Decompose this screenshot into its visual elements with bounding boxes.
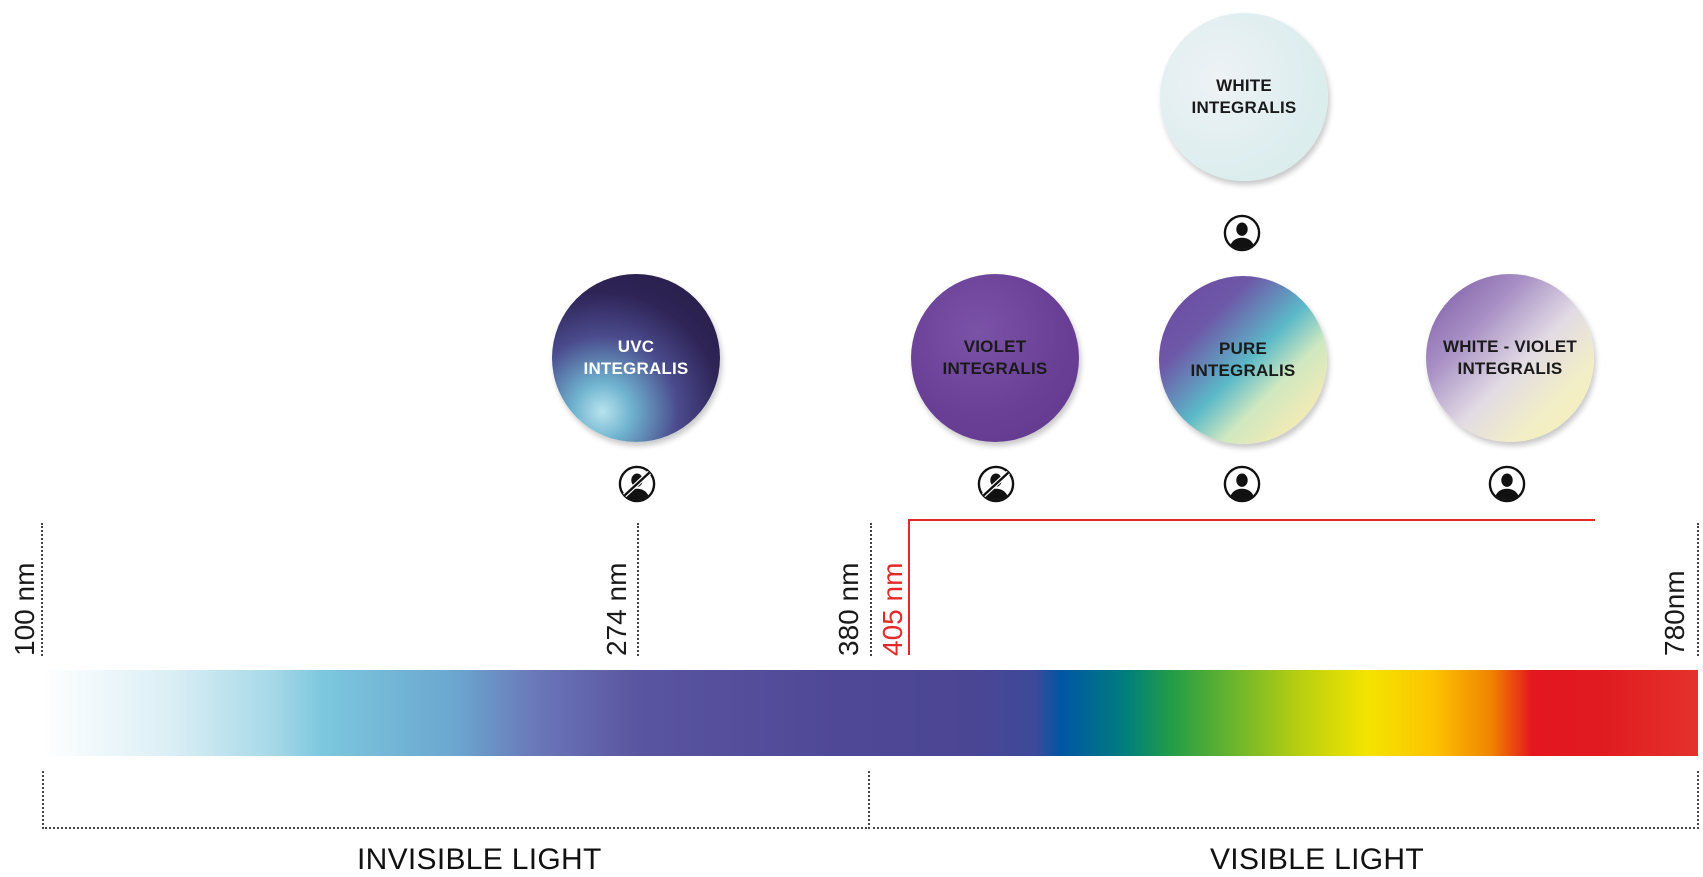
wavelength-405-label: 405 nm [877,562,908,656]
violet-integralis-lamp: VIOLET INTEGRALIS [911,274,1079,442]
uvc-integralis-label: UVC INTEGRALIS [583,337,689,378]
white-violet-integralis-label: WHITE - VIOLET INTEGRALIS [1442,337,1578,378]
white-integralis-lamp: WHITE INTEGRALIS [1160,13,1328,181]
tick-780 [1697,523,1699,656]
wavelength-100-label: 100 nm [9,562,40,656]
violet-integralis-label: VIOLET INTEGRALIS [942,337,1048,378]
no-person-icon [977,465,1015,503]
no-person-icon [618,465,656,503]
uvc-integralis-lamp: UVC INTEGRALIS [552,274,720,442]
visible-light-label: VISIBLE LIGHT [1210,843,1424,876]
safe-range-marker [908,519,1595,655]
visible-light-bracket [868,771,1699,829]
invisible-light-label: INVISIBLE LIGHT [357,843,602,876]
light-spectrum-bar [42,670,1698,756]
white-integralis-label: WHITE INTEGRALIS [1191,76,1297,117]
tick-100 [41,523,43,656]
wavelength-780-label: 780nm [1659,570,1690,656]
pure-integralis-label: PURE INTEGRALIS [1190,339,1296,380]
tick-274 [637,523,639,656]
wavelength-380-label: 380 nm [833,562,864,656]
invisible-light-bracket [42,771,870,829]
tick-380 [870,523,872,656]
person-icon [1223,465,1261,503]
person-icon [1223,214,1261,252]
wavelength-274-label: 274 nm [601,562,632,656]
white-violet-integralis-lamp: WHITE - VIOLET INTEGRALIS [1426,274,1594,442]
pure-integralis-lamp: PURE INTEGRALIS [1159,276,1327,444]
person-icon [1488,465,1526,503]
